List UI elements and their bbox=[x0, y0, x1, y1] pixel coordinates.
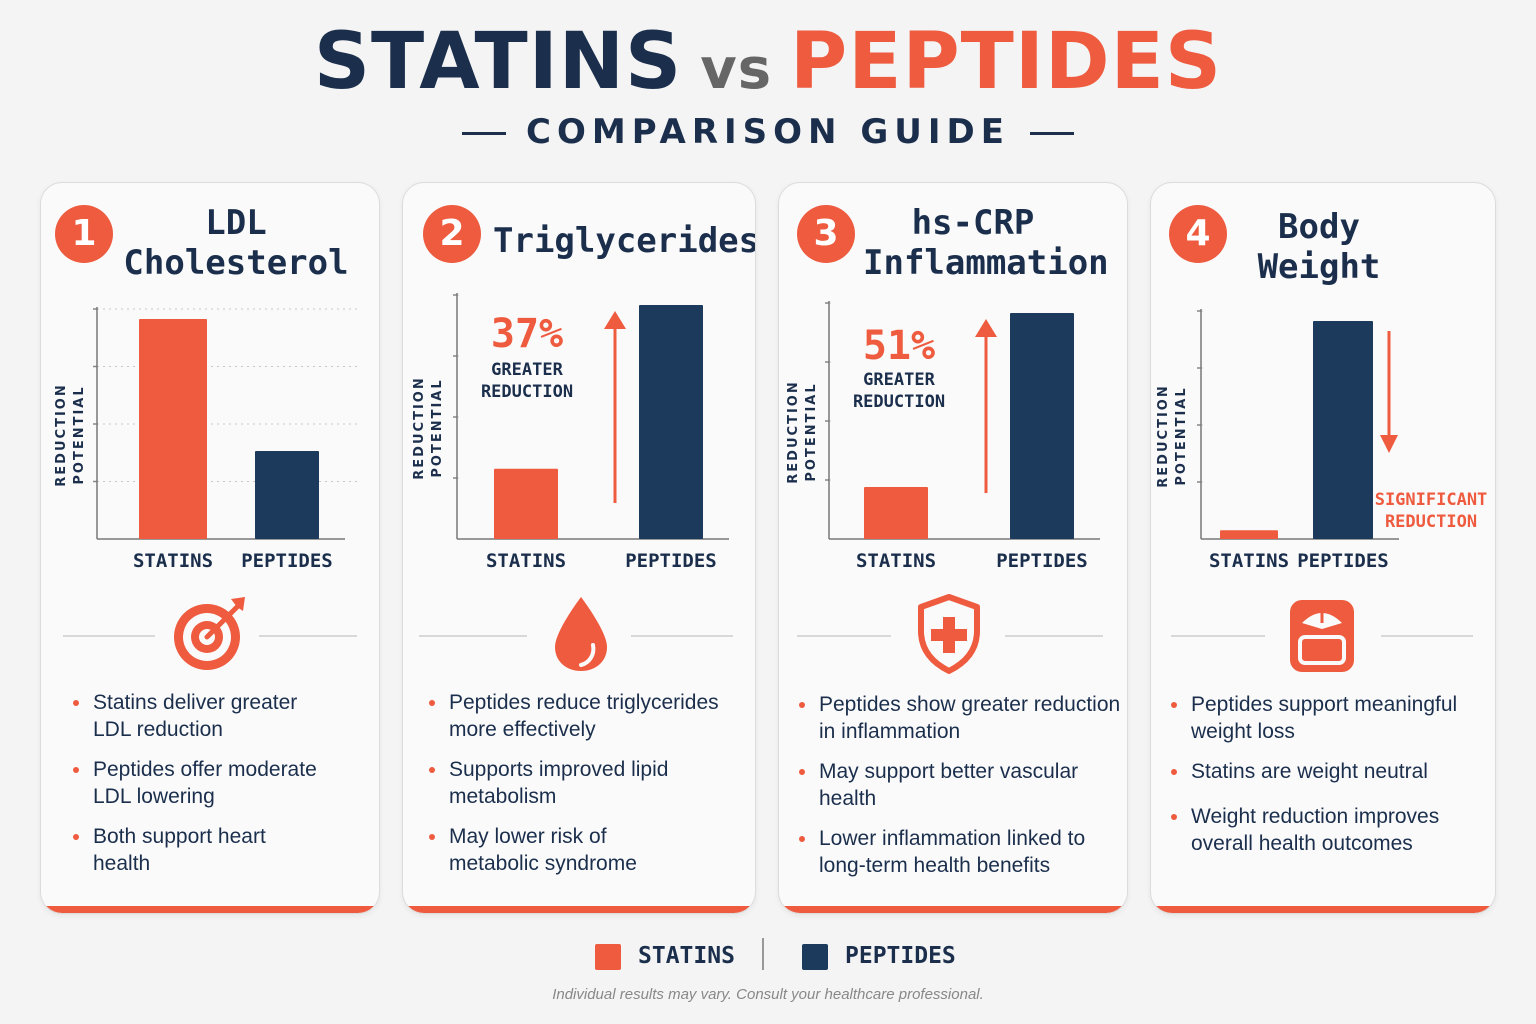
card-title: Triglycerides bbox=[493, 221, 756, 261]
bar-chart: REDUCTION POTENTIAL STATINS PEPTIDES SIGNIFI… bbox=[1156, 309, 1488, 572]
callout-text: GREATER REDUCTION bbox=[481, 360, 573, 402]
card-accent-bar bbox=[41, 906, 379, 913]
y-axis-label: REDUCTION POTENTIAL bbox=[54, 383, 87, 486]
y-axis-label: REDUCTION POTENTIAL bbox=[786, 380, 819, 483]
legend: STATINS PEPTIDES bbox=[0, 938, 1536, 972]
card-body-weight: 4 Body Weight REDUCTION POTENTIAL STATINS P… bbox=[1150, 182, 1496, 914]
bullet-item: Weight reduction improves overall health… bbox=[1169, 803, 1489, 857]
subtitle-left-rule bbox=[462, 132, 507, 135]
bar-peptides bbox=[639, 305, 703, 539]
card-number-badge: 4 bbox=[1169, 205, 1227, 263]
bullet-item: Supports improved lipid metabolism bbox=[427, 756, 747, 810]
legend-swatch-peptides bbox=[802, 944, 828, 970]
divider-right bbox=[259, 635, 357, 637]
footnote: Individual results may vary. Consult you… bbox=[552, 986, 984, 1003]
category-label: STATINS bbox=[486, 550, 566, 572]
card-hs-crp-inflammation: 3 hs-CRP Inflammation REDUCTION POTENTIAL… bbox=[778, 182, 1128, 914]
bullet-item: Peptides support meaningful weight loss bbox=[1169, 691, 1489, 745]
bullet-item: May lower risk of metabolic syndrome bbox=[427, 823, 747, 877]
bar-peptides bbox=[1313, 321, 1373, 539]
bullet-item: Statins are weight neutral bbox=[1169, 758, 1489, 785]
legend-label-statins: STATINS bbox=[638, 943, 735, 969]
divider-right bbox=[1381, 635, 1473, 637]
category-label: PEPTIDES bbox=[996, 550, 1088, 572]
category-label: STATINS bbox=[1209, 550, 1289, 572]
bullet-list: Peptides support meaningful weight loss … bbox=[1169, 691, 1489, 870]
bullet-item: Statins deliver greater LDL reduction bbox=[71, 689, 371, 743]
subtitle: COMPARISON GUIDE bbox=[0, 112, 1536, 152]
bullet-item: May support better vascular health bbox=[797, 758, 1123, 812]
bar-chart: REDUCTION POTENTIAL STATINS PEPTIDES 37%GREA… bbox=[412, 293, 729, 572]
bar-statins bbox=[494, 468, 558, 539]
card-triglycerides: 2 Triglycerides REDUCTION POTENTIAL STATIN… bbox=[402, 182, 756, 914]
arrow-down-icon bbox=[1380, 435, 1398, 453]
target-icon bbox=[174, 597, 245, 670]
bar-chart: REDUCTION POTENTIAL STATINS PEPTIDES 51%GREA… bbox=[786, 301, 1100, 572]
legend-label-peptides: PEPTIDES bbox=[845, 943, 956, 969]
divider-right bbox=[1005, 635, 1103, 637]
subtitle-text: COMPARISON GUIDE bbox=[526, 112, 1010, 152]
subtitle-right-rule bbox=[1029, 132, 1074, 135]
card-title: LDL Cholesterol bbox=[123, 203, 349, 283]
bar-statins bbox=[1220, 530, 1278, 539]
title-peptides: PEPTIDES bbox=[790, 17, 1223, 107]
callout-percentage: 37% bbox=[491, 311, 563, 357]
bar-statins bbox=[864, 487, 928, 539]
bullet-item: Peptides offer moderate LDL lowering bbox=[71, 756, 371, 810]
title-vs: vs bbox=[700, 37, 773, 102]
card-ldl-cholesterol: 1 LDL Cholesterol REDUCTION POTENTIAL STAT… bbox=[40, 182, 380, 914]
bullet-list: Peptides show greater reduction in infla… bbox=[797, 691, 1123, 892]
arrow-up-icon bbox=[975, 319, 997, 337]
infographic-title: STATINS vs PEPTIDES bbox=[0, 18, 1536, 114]
bar-peptides bbox=[1010, 313, 1074, 539]
divider-left bbox=[63, 635, 155, 637]
blood-drop-icon bbox=[555, 597, 607, 671]
callout-text: GREATER REDUCTION bbox=[853, 370, 945, 412]
card-number-badge: 3 bbox=[797, 205, 855, 263]
divider-right bbox=[631, 635, 733, 637]
bullet-list: Peptides reduce triglycerides more effec… bbox=[427, 689, 747, 890]
category-label: PEPTIDES bbox=[1297, 550, 1389, 572]
category-label: STATINS bbox=[856, 550, 936, 572]
bullet-item: Lower inflammation linked to long-term h… bbox=[797, 825, 1123, 879]
bullet-item: Both support heart health bbox=[71, 823, 371, 877]
legend-swatch-statins bbox=[595, 944, 621, 970]
divider-left bbox=[797, 635, 891, 637]
bar-chart: REDUCTION POTENTIAL STATINS PEPTIDES bbox=[54, 307, 357, 572]
scale-icon bbox=[1290, 600, 1354, 672]
legend-separator bbox=[762, 938, 764, 970]
callout-percentage: 51% bbox=[863, 323, 935, 369]
card-number-badge: 2 bbox=[423, 205, 481, 263]
card-title: hs-CRP Inflammation bbox=[863, 203, 1109, 283]
bullet-item: Peptides reduce triglycerides more effec… bbox=[427, 689, 747, 743]
arrow-up-icon bbox=[604, 311, 626, 329]
category-label: PEPTIDES bbox=[241, 550, 333, 572]
bullet-item: Peptides show greater reduction in infla… bbox=[797, 691, 1123, 745]
callout-text: SIGNIFICANT REDUCTION bbox=[1375, 490, 1488, 532]
y-axis-label: REDUCTION POTENTIAL bbox=[412, 376, 445, 479]
card-title: Body Weight bbox=[1257, 207, 1381, 287]
card-accent-bar bbox=[779, 906, 1127, 913]
y-axis-label: REDUCTION POTENTIAL bbox=[1156, 384, 1189, 487]
shield-cross-icon bbox=[918, 594, 980, 674]
card-accent-bar bbox=[403, 906, 755, 913]
divider-left bbox=[1171, 635, 1265, 637]
category-label: STATINS bbox=[133, 550, 213, 572]
divider-left bbox=[419, 635, 527, 637]
card-number-badge: 1 bbox=[55, 205, 113, 263]
bar-statins bbox=[139, 319, 207, 539]
category-label: PEPTIDES bbox=[625, 550, 717, 572]
title-statins: STATINS bbox=[313, 17, 683, 107]
card-accent-bar bbox=[1151, 906, 1495, 913]
bullet-list: Statins deliver greater LDL reduction Pe… bbox=[71, 689, 371, 890]
bar-peptides bbox=[255, 451, 319, 539]
